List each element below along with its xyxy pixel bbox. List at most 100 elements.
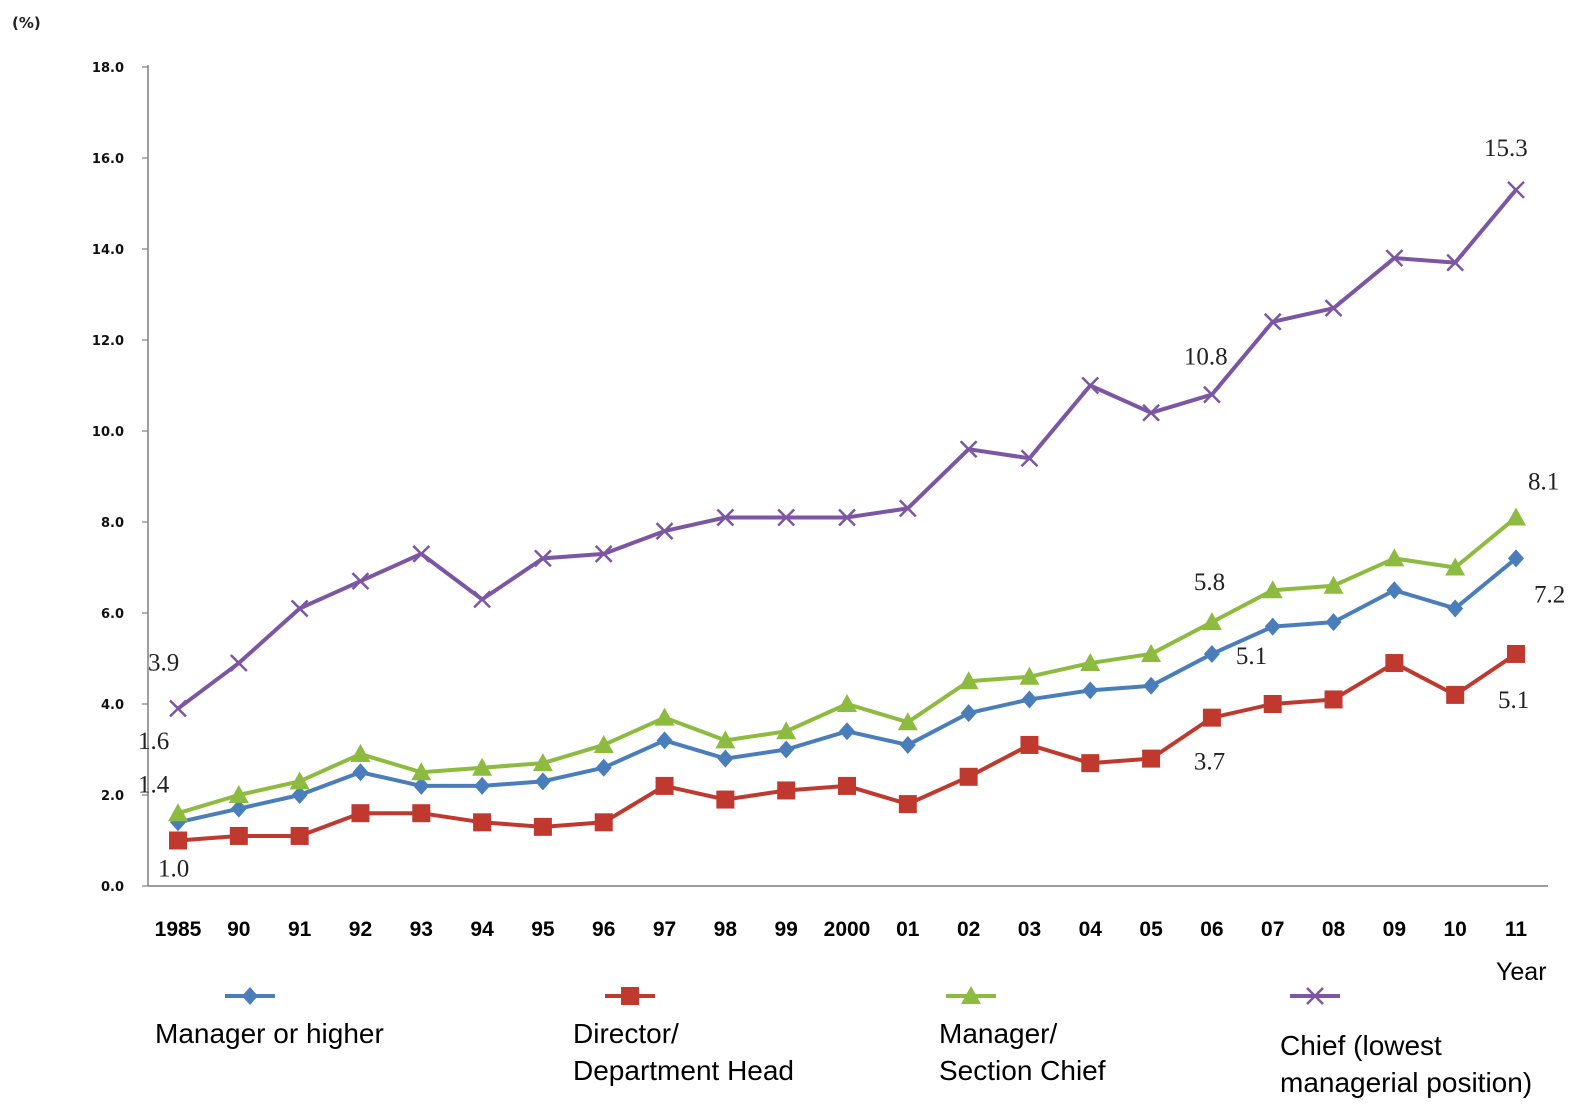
data-point: [776, 721, 797, 740]
data-point: [289, 771, 310, 790]
data-point: [838, 776, 856, 795]
data-point: [290, 599, 309, 618]
data-point: [897, 712, 918, 731]
data-point: [1021, 690, 1038, 709]
x-tick-label: 05: [1139, 918, 1163, 941]
data-point: [777, 781, 796, 800]
data-point: [959, 440, 978, 459]
data-point: [898, 499, 917, 518]
data-point: [1264, 617, 1281, 636]
data-point: [716, 508, 735, 527]
data-point: [594, 813, 613, 832]
x-tick-label: 04: [1079, 918, 1103, 941]
data-point: [534, 549, 552, 568]
data-point: [1081, 754, 1100, 773]
legend-mark-0: [225, 987, 275, 1005]
data-point: [352, 763, 369, 782]
data-point: [230, 799, 247, 818]
x-tick-label: 99: [775, 918, 798, 941]
legend-label-chief: Chief (lowest managerial position): [1280, 1030, 1533, 1098]
data-label: 10.8: [1184, 344, 1228, 371]
data-point: [1507, 644, 1525, 663]
data-point: [1323, 575, 1344, 594]
x-tick-label: 92: [349, 918, 372, 941]
data-point: [960, 704, 977, 723]
data-point: [473, 813, 492, 832]
x-tick-label: 03: [1018, 918, 1041, 941]
data-point: [1019, 666, 1040, 685]
data-label: 5.1: [1498, 687, 1529, 714]
data-point: [1203, 644, 1220, 663]
data-point: [228, 785, 249, 803]
data-label: 1.4: [138, 771, 170, 798]
series-2: [168, 507, 1526, 822]
data-point: [717, 749, 734, 768]
legend-marker: [242, 987, 258, 1005]
data-point: [1263, 695, 1282, 713]
data-point: [1142, 749, 1161, 768]
data-point: [654, 707, 675, 726]
x-tick-label: 09: [1383, 918, 1406, 941]
series-line: [177, 652, 1518, 843]
data-point: [472, 757, 493, 776]
x-tick-label: 96: [592, 918, 615, 941]
x-tick-label: 11: [1505, 918, 1528, 941]
data-point: [777, 508, 796, 527]
data-point: [1386, 581, 1403, 600]
data-point: [290, 826, 309, 845]
x-tick-label: 08: [1322, 918, 1346, 941]
data-point: [411, 762, 432, 781]
series-line: [177, 515, 1518, 816]
y-tick-label: 14.0: [92, 243, 124, 258]
x-tick-label: 02: [957, 918, 980, 941]
data-point: [838, 508, 856, 527]
data-point: [168, 803, 188, 822]
legend-mark-2: [946, 986, 996, 1004]
data-point: [1143, 676, 1160, 695]
x-tick-label: 1985: [155, 918, 202, 941]
x-axis-ticks: 1985 90 91 92 93 94 95 96 97 98 99 2000 01 02 03 04 05 06…: [155, 918, 1528, 941]
x-tick-label: 91: [288, 918, 312, 941]
x-axis-label: Year: [1496, 958, 1547, 986]
x-tick-label: 2000: [824, 918, 871, 941]
y-tick-label: 4.0: [101, 698, 124, 713]
legend-mark-3: [1290, 987, 1340, 1005]
data-point: [169, 699, 187, 718]
data-point: [1508, 549, 1524, 568]
data-point: [474, 776, 491, 795]
data-label: 1.0: [158, 856, 189, 883]
data-point: [1446, 685, 1465, 704]
y-tick-label: 8.0: [101, 516, 124, 531]
legend-marker: [1306, 987, 1324, 1005]
data-point: [1324, 299, 1343, 318]
data-point: [593, 734, 614, 753]
data-label: 5.1: [1236, 643, 1267, 670]
data-point: [595, 758, 612, 777]
data-point: [291, 786, 308, 804]
data-labels: 3.9 1.6 1.4 1.0 10.8 5.8 5.1 3.7 15.3 8.1 7.2 5.1: [138, 135, 1565, 883]
data-point: [1445, 557, 1466, 576]
data-point: [1384, 548, 1405, 567]
data-point: [473, 590, 491, 609]
series-3: [169, 180, 1525, 718]
data-point: [1324, 690, 1343, 709]
y-tick-label: 16.0: [92, 152, 124, 167]
data-point: [533, 817, 552, 836]
data-point: [413, 776, 430, 795]
data-point: [1447, 599, 1464, 618]
data-point: [1385, 654, 1404, 673]
series-1: [169, 644, 1525, 850]
data-point: [655, 522, 674, 540]
legend-marker: [961, 986, 981, 1004]
x-tick-label: 95: [531, 918, 555, 941]
data-point: [1020, 735, 1039, 754]
legend-marks: [225, 986, 1340, 1005]
data-label: 5.8: [1194, 569, 1225, 596]
x-tick-label: 07: [1261, 918, 1284, 941]
x-tick-label: 94: [470, 918, 494, 941]
data-label: 1.6: [138, 728, 169, 755]
y-tick-label: 12.0: [92, 334, 124, 349]
x-tick-label: 93: [410, 918, 433, 941]
data-point: [351, 804, 370, 823]
